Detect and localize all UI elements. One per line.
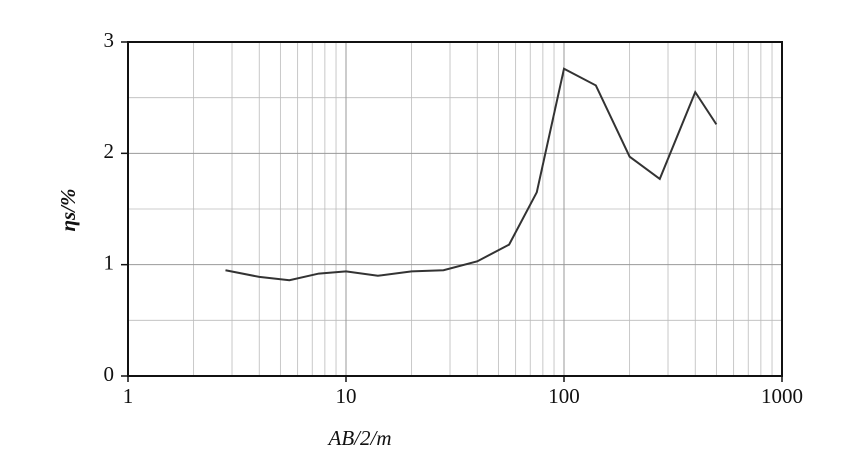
y-tick-label: 3 bbox=[104, 28, 115, 52]
y-tick-label: 0 bbox=[104, 362, 115, 386]
x-axis-label: AB/2/m bbox=[327, 426, 392, 450]
y-axis-label: ηs/% bbox=[56, 188, 80, 231]
plot-frame bbox=[127, 41, 783, 377]
data-line bbox=[225, 67, 718, 282]
y-tick-label: 1 bbox=[104, 250, 115, 274]
y-tick-label: 2 bbox=[104, 139, 115, 163]
x-tick-label: 10 bbox=[336, 384, 357, 408]
x-tick-label: 100 bbox=[548, 384, 580, 408]
x-tick-label: 1 bbox=[123, 384, 134, 408]
x-tick-label: 1000 bbox=[761, 384, 803, 408]
